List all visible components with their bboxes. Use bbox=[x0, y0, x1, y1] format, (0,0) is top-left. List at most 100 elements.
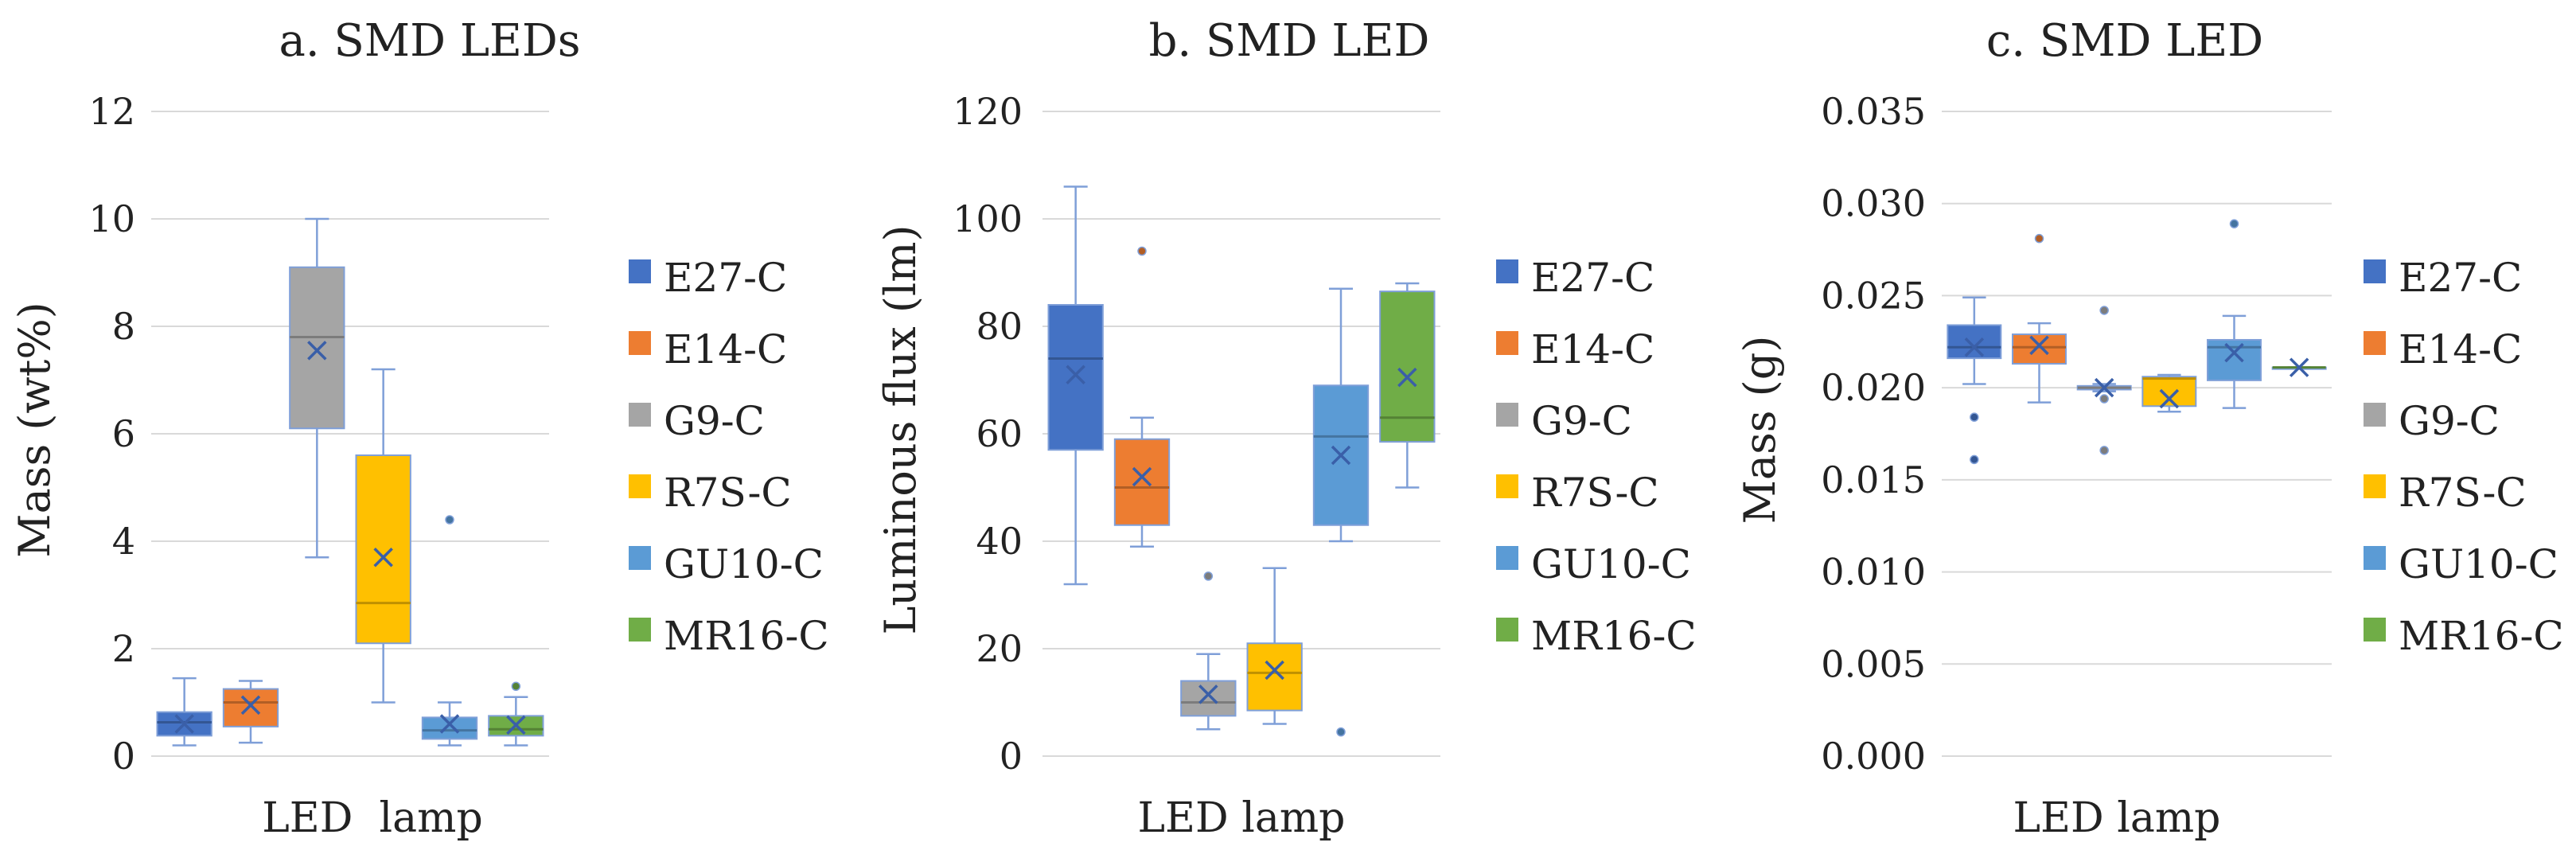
box-body bbox=[421, 716, 478, 740]
box-body bbox=[355, 454, 411, 645]
legend-swatch-G9-C bbox=[2364, 403, 2386, 427]
legend-label-E14-C: E14-C bbox=[664, 326, 787, 372]
legend-label-R7S-C: R7S-C bbox=[2399, 470, 2527, 516]
chart-c-title: c. SMD LED bbox=[1986, 15, 2263, 67]
mean-marker bbox=[174, 714, 194, 734]
legend-label-G9-C: G9-C bbox=[2399, 398, 2500, 444]
legend-label-R7S-C: R7S-C bbox=[1531, 470, 1659, 516]
chart-0-ytick-label: 6 bbox=[112, 412, 135, 455]
chart-2-ytick-label: 0.030 bbox=[1821, 182, 1926, 225]
mean-marker bbox=[1265, 660, 1284, 681]
chart-1-ytick-label: 60 bbox=[976, 412, 1023, 455]
box-GU10-C bbox=[2207, 219, 2262, 409]
legend-swatch-MR16-C bbox=[629, 618, 651, 642]
box-MR16-C bbox=[1379, 282, 1436, 489]
chart-2-ytick-label: 0.000 bbox=[1821, 735, 1926, 778]
legend-swatch-GU10-C bbox=[1496, 546, 1518, 570]
mean-marker bbox=[1964, 337, 1985, 357]
box-body bbox=[2012, 333, 2067, 365]
legend-label-G9-C: G9-C bbox=[664, 398, 765, 444]
box-body bbox=[1180, 680, 1237, 717]
legend-label-E27-C: E27-C bbox=[1531, 255, 1654, 301]
box-R7S-C bbox=[1246, 567, 1303, 725]
outlier-point bbox=[2099, 394, 2109, 404]
legend-label-MR16-C: MR16-C bbox=[1531, 613, 1697, 659]
box-R7S-C bbox=[2141, 373, 2197, 413]
legend-swatch-E14-C bbox=[2364, 331, 2386, 355]
outlier-point bbox=[2099, 306, 2109, 315]
outlier-point bbox=[1336, 727, 1346, 737]
chart-2-ytick-label: 0.005 bbox=[1821, 642, 1926, 685]
legend-swatch-E27-C bbox=[629, 259, 651, 283]
mean-marker bbox=[1198, 684, 1218, 704]
box-E27-C bbox=[1947, 296, 2002, 465]
legend-label-R7S-C: R7S-C bbox=[664, 470, 792, 516]
chart-b-ylabel: Luminous flux (lm) bbox=[875, 224, 926, 634]
chart-2-ytick-label: 0.015 bbox=[1821, 458, 1926, 501]
box-body bbox=[222, 688, 279, 727]
chart-1-ytick-label: 40 bbox=[976, 520, 1023, 563]
chart-1-ytick-label: 0 bbox=[1000, 735, 1023, 778]
legend-label-MR16-C: MR16-C bbox=[664, 613, 829, 659]
legend-swatch-R7S-C bbox=[2364, 474, 2386, 498]
mean-marker bbox=[2159, 388, 2180, 409]
outlier-point bbox=[1203, 571, 1214, 581]
chart-b-xlabel: LED lamp bbox=[1138, 794, 1346, 842]
mean-marker bbox=[1397, 367, 1417, 388]
box-G9-C bbox=[1180, 571, 1237, 731]
outlier-point bbox=[2034, 233, 2044, 244]
legend-label-G9-C: G9-C bbox=[1531, 398, 1632, 444]
chart-2-ytick-label: 0.020 bbox=[1821, 366, 1926, 409]
legend-label-MR16-C: MR16-C bbox=[2399, 613, 2564, 659]
legend-swatch-E27-C bbox=[2364, 259, 2386, 283]
box-GU10-C bbox=[421, 515, 478, 747]
legend-label-E14-C: E14-C bbox=[1531, 326, 1654, 372]
legend-label-E14-C: E14-C bbox=[2399, 326, 2522, 372]
mean-marker bbox=[2289, 357, 2309, 377]
legend-swatch-GU10-C bbox=[629, 546, 651, 570]
chart-a-title: a. SMD LEDs bbox=[279, 15, 580, 67]
mean-marker bbox=[1132, 466, 1152, 487]
legend-label-E27-C: E27-C bbox=[664, 255, 787, 301]
chart-c-xlabel: LED lamp bbox=[2013, 794, 2221, 842]
chart-0-ytick-label: 0 bbox=[112, 735, 135, 778]
box-body bbox=[2141, 376, 2197, 408]
mean-marker bbox=[1066, 365, 1085, 384]
legend-swatch-G9-C bbox=[629, 403, 651, 427]
chart-2-ytick-label: 0.025 bbox=[1821, 274, 1926, 317]
box-E27-C bbox=[1047, 185, 1104, 586]
outlier-point bbox=[1970, 454, 1979, 465]
mean-marker bbox=[373, 548, 393, 567]
box-body bbox=[1047, 304, 1104, 451]
mean-marker bbox=[1331, 445, 1351, 466]
box-MR16-C bbox=[2271, 357, 2327, 377]
outlier-point bbox=[2229, 219, 2239, 228]
legend-swatch-E27-C bbox=[1496, 259, 1518, 283]
chart-0-ytick-label: 10 bbox=[88, 197, 135, 240]
mean-marker bbox=[439, 714, 460, 734]
box-body bbox=[289, 266, 345, 430]
chart-b-title: b. SMD LED bbox=[1149, 15, 1430, 67]
mean-marker bbox=[240, 695, 261, 716]
mean-marker bbox=[2029, 335, 2049, 356]
outlier-point bbox=[511, 681, 521, 691]
box-body bbox=[1113, 438, 1171, 526]
box-G9-C bbox=[289, 217, 345, 559]
legend-label-GU10-C: GU10-C bbox=[1531, 541, 1691, 587]
outlier-point bbox=[445, 515, 454, 525]
chart-0-ytick-label: 2 bbox=[112, 627, 135, 670]
chart-1-ytick-label: 80 bbox=[976, 305, 1023, 348]
box-E14-C bbox=[1113, 246, 1171, 548]
mean-marker bbox=[2094, 377, 2114, 398]
chart-c-ylabel: Mass (g) bbox=[1735, 336, 1785, 525]
legend-label-E27-C: E27-C bbox=[2399, 255, 2522, 301]
box-E14-C bbox=[2012, 233, 2067, 404]
chart-a-ylabel: Mass (wt%) bbox=[10, 302, 60, 557]
chart-2-ytick-label: 0.010 bbox=[1821, 551, 1926, 594]
outlier-point bbox=[1970, 412, 1979, 422]
chart-0-ytick-label: 4 bbox=[112, 520, 135, 563]
chart-1-ytick-label: 100 bbox=[953, 197, 1023, 240]
legend-label-GU10-C: GU10-C bbox=[2399, 541, 2558, 587]
mean-marker bbox=[2224, 342, 2244, 363]
